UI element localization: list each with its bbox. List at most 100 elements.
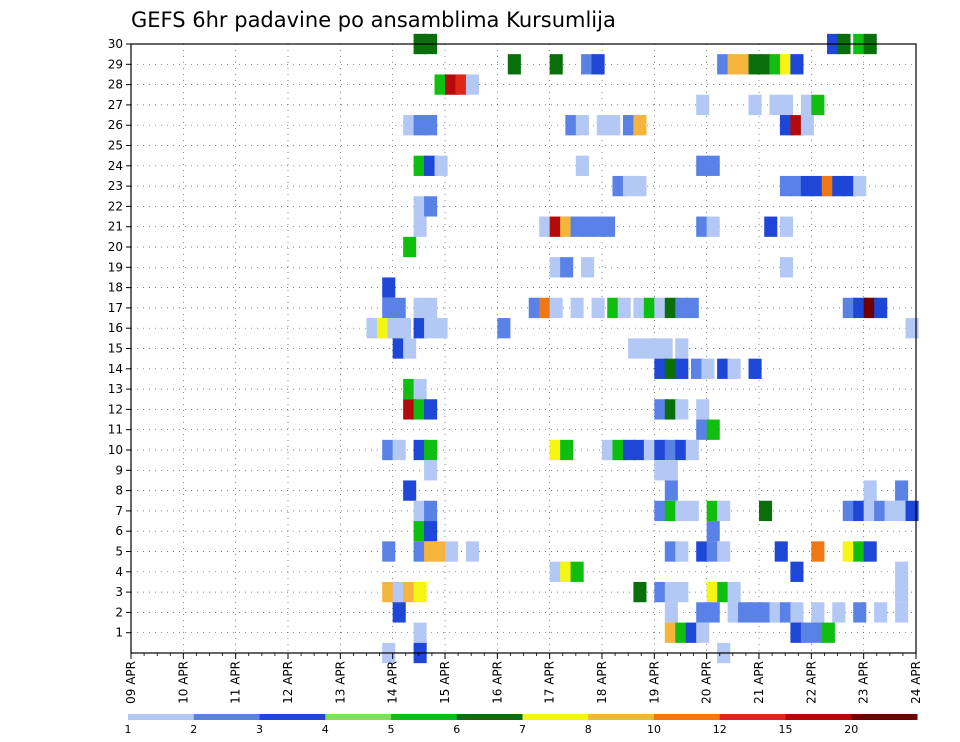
precip-cell [800,115,814,136]
precip-cell [696,155,710,176]
precip-cell [633,297,647,319]
y-tick-label: 24 [108,159,123,173]
legend-label: 12 [713,723,727,736]
precip-cell [366,318,380,339]
y-tick-label: 21 [108,220,123,234]
precip-cell [424,541,438,562]
precip-cell [392,602,406,623]
precip-cell [842,175,856,197]
precip-cell [748,94,762,116]
precip-cell [874,500,888,522]
precip-cell [706,155,720,176]
precip-cell [895,561,909,582]
y-tick-label: 29 [108,57,123,71]
precip-cell [811,602,825,623]
precip-cell [612,439,626,461]
precip-cell [727,602,741,623]
legend-swatch [522,714,589,720]
precip-cell [706,581,720,603]
precip-cell [790,115,804,136]
precip-cell [654,500,668,522]
precip-cell [445,74,459,95]
precip-cell [413,216,427,237]
precip-cell [397,318,411,339]
precip-cell [382,581,396,603]
precip-cell [863,480,877,501]
x-tick-label: 23 APR [857,661,871,704]
precip-cell [706,602,720,623]
precip-cell [575,115,589,136]
precip-cell [570,297,584,319]
precip-cell [738,602,752,623]
precip-cell [497,318,511,339]
precip-cell [764,216,778,237]
precip-cell [539,216,553,237]
precip-cell [748,54,762,75]
precip-cell [779,216,794,237]
precip-cell [581,54,595,75]
legend-swatch [654,714,721,720]
precip-cell [445,541,459,562]
y-tick-label: 25 [108,139,123,153]
y-tick-label: 13 [108,382,123,396]
precip-cell [413,318,427,339]
precip-cell [413,521,427,542]
precip-cell [413,581,427,603]
precip-cell [434,541,448,562]
precip-cell [863,297,877,319]
precip-cell [895,602,909,623]
precip-cell [612,175,626,197]
precip-cell [664,581,678,603]
legend-swatch [456,714,523,720]
x-tick-label: 22 APR [804,661,818,704]
precip-cell [884,500,898,522]
axes: 1234567891011121314151617181920212223242… [108,37,923,704]
precip-cell [779,115,794,136]
precip-cell [706,419,720,440]
precip-cell [706,541,720,562]
x-tick-label: 14 APR [386,661,400,704]
legend-swatch [719,714,786,720]
precip-cell [769,94,783,116]
y-tick-label: 6 [115,524,123,538]
precip-cell [675,581,689,603]
precip-cell [832,175,846,197]
precip-cell [664,541,678,562]
precip-cell [596,115,610,136]
precip-cell [675,358,689,379]
precip-cell [664,358,678,379]
precip-cell [779,257,794,278]
precip-cell [659,338,673,359]
precip-cell [759,500,773,522]
precip-cell [403,115,417,136]
x-tick-label: 11 APR [229,661,243,704]
precip-cell [664,439,678,461]
precip-cell [424,297,438,319]
x-tick-label: 24 APR [909,661,923,704]
precip-cell [654,399,668,420]
precip-cell [602,439,616,461]
y-tick-label: 1 [115,626,123,640]
precip-cell [403,480,417,501]
y-tick-label: 4 [115,565,123,579]
precip-cell [664,480,678,501]
x-tick-label: 19 APR [647,661,661,704]
precip-cell [811,94,825,116]
precip-cell [696,541,710,562]
precip-cell [413,622,427,643]
precip-cell [895,480,909,501]
precip-cell [633,115,647,136]
precip-cell [560,257,574,278]
precip-cell [434,155,448,176]
x-tick-label: 09 APR [124,661,138,704]
legend-label: 4 [322,723,329,736]
precip-cell [413,378,427,400]
precip-cell [581,216,595,237]
precip-cell [424,460,438,481]
x-tick-label: 16 APR [490,661,504,704]
precip-cell [821,175,835,197]
precip-cell [696,399,710,420]
precip-cell [507,54,521,75]
precip-cell [549,561,563,582]
precip-cell [622,175,637,197]
